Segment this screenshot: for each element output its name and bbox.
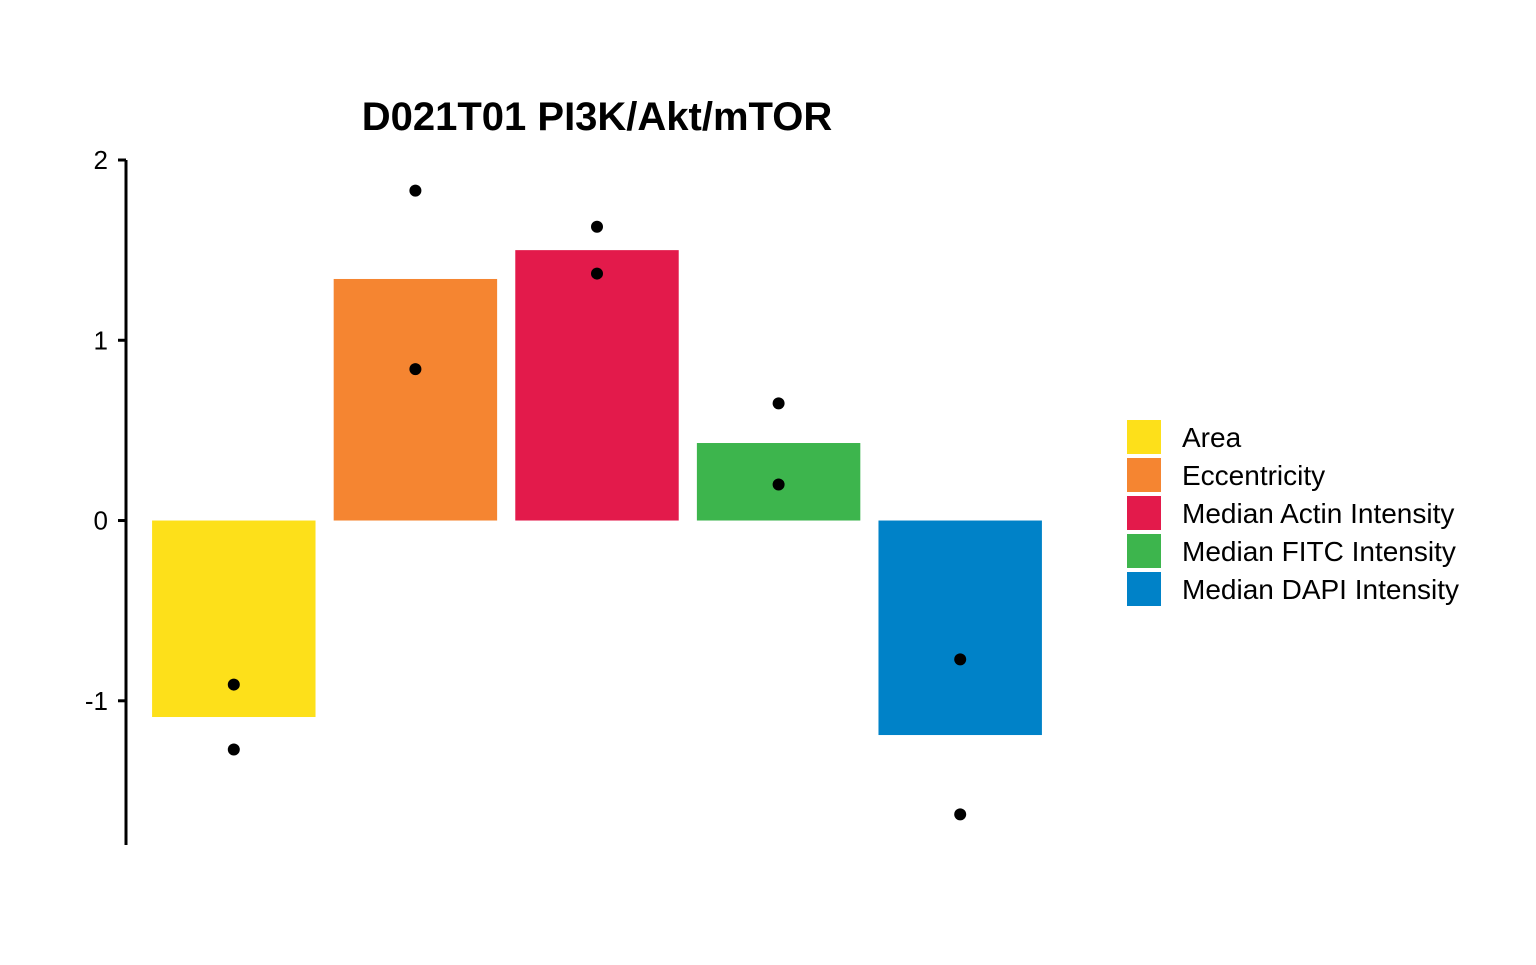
legend-label: Area: [1182, 422, 1242, 453]
data-point: [227, 743, 240, 756]
data-point: [409, 363, 422, 376]
data-point: [409, 184, 422, 197]
y-tick-label: 0: [94, 506, 108, 536]
legend-label: Eccentricity: [1182, 460, 1325, 491]
y-axis: -1 0 1 2: [85, 145, 128, 845]
bar: [515, 250, 679, 521]
data-point: [591, 220, 603, 233]
legend-swatch: [1127, 458, 1161, 492]
bar: [333, 278, 498, 521]
data-point: [954, 653, 967, 666]
bar: [878, 520, 1042, 736]
bars: [152, 250, 1042, 736]
y-tick-label: -1: [85, 686, 108, 716]
legend-label: Median DAPI Intensity: [1182, 574, 1459, 605]
legend-label: Median Actin Intensity: [1182, 498, 1454, 529]
chart-title: D021T01 PI3K/Akt/mTOR: [362, 95, 833, 139]
legend-swatch: [1127, 572, 1161, 606]
data-points: [227, 184, 967, 821]
legend-swatch: [1127, 420, 1161, 454]
data-point: [772, 478, 785, 491]
data-point: [772, 397, 785, 410]
data-point: [591, 267, 603, 280]
legend: Area Eccentricity Median Actin Intensity Me…: [1127, 420, 1459, 606]
legend-swatch: [1127, 534, 1161, 568]
legend-label: Median FITC Intensity: [1182, 536, 1456, 567]
legend-swatch: [1127, 496, 1161, 530]
y-tick-label: 2: [94, 145, 108, 175]
data-point: [954, 808, 967, 821]
y-tick-label: 1: [94, 325, 108, 355]
data-point: [227, 678, 240, 691]
